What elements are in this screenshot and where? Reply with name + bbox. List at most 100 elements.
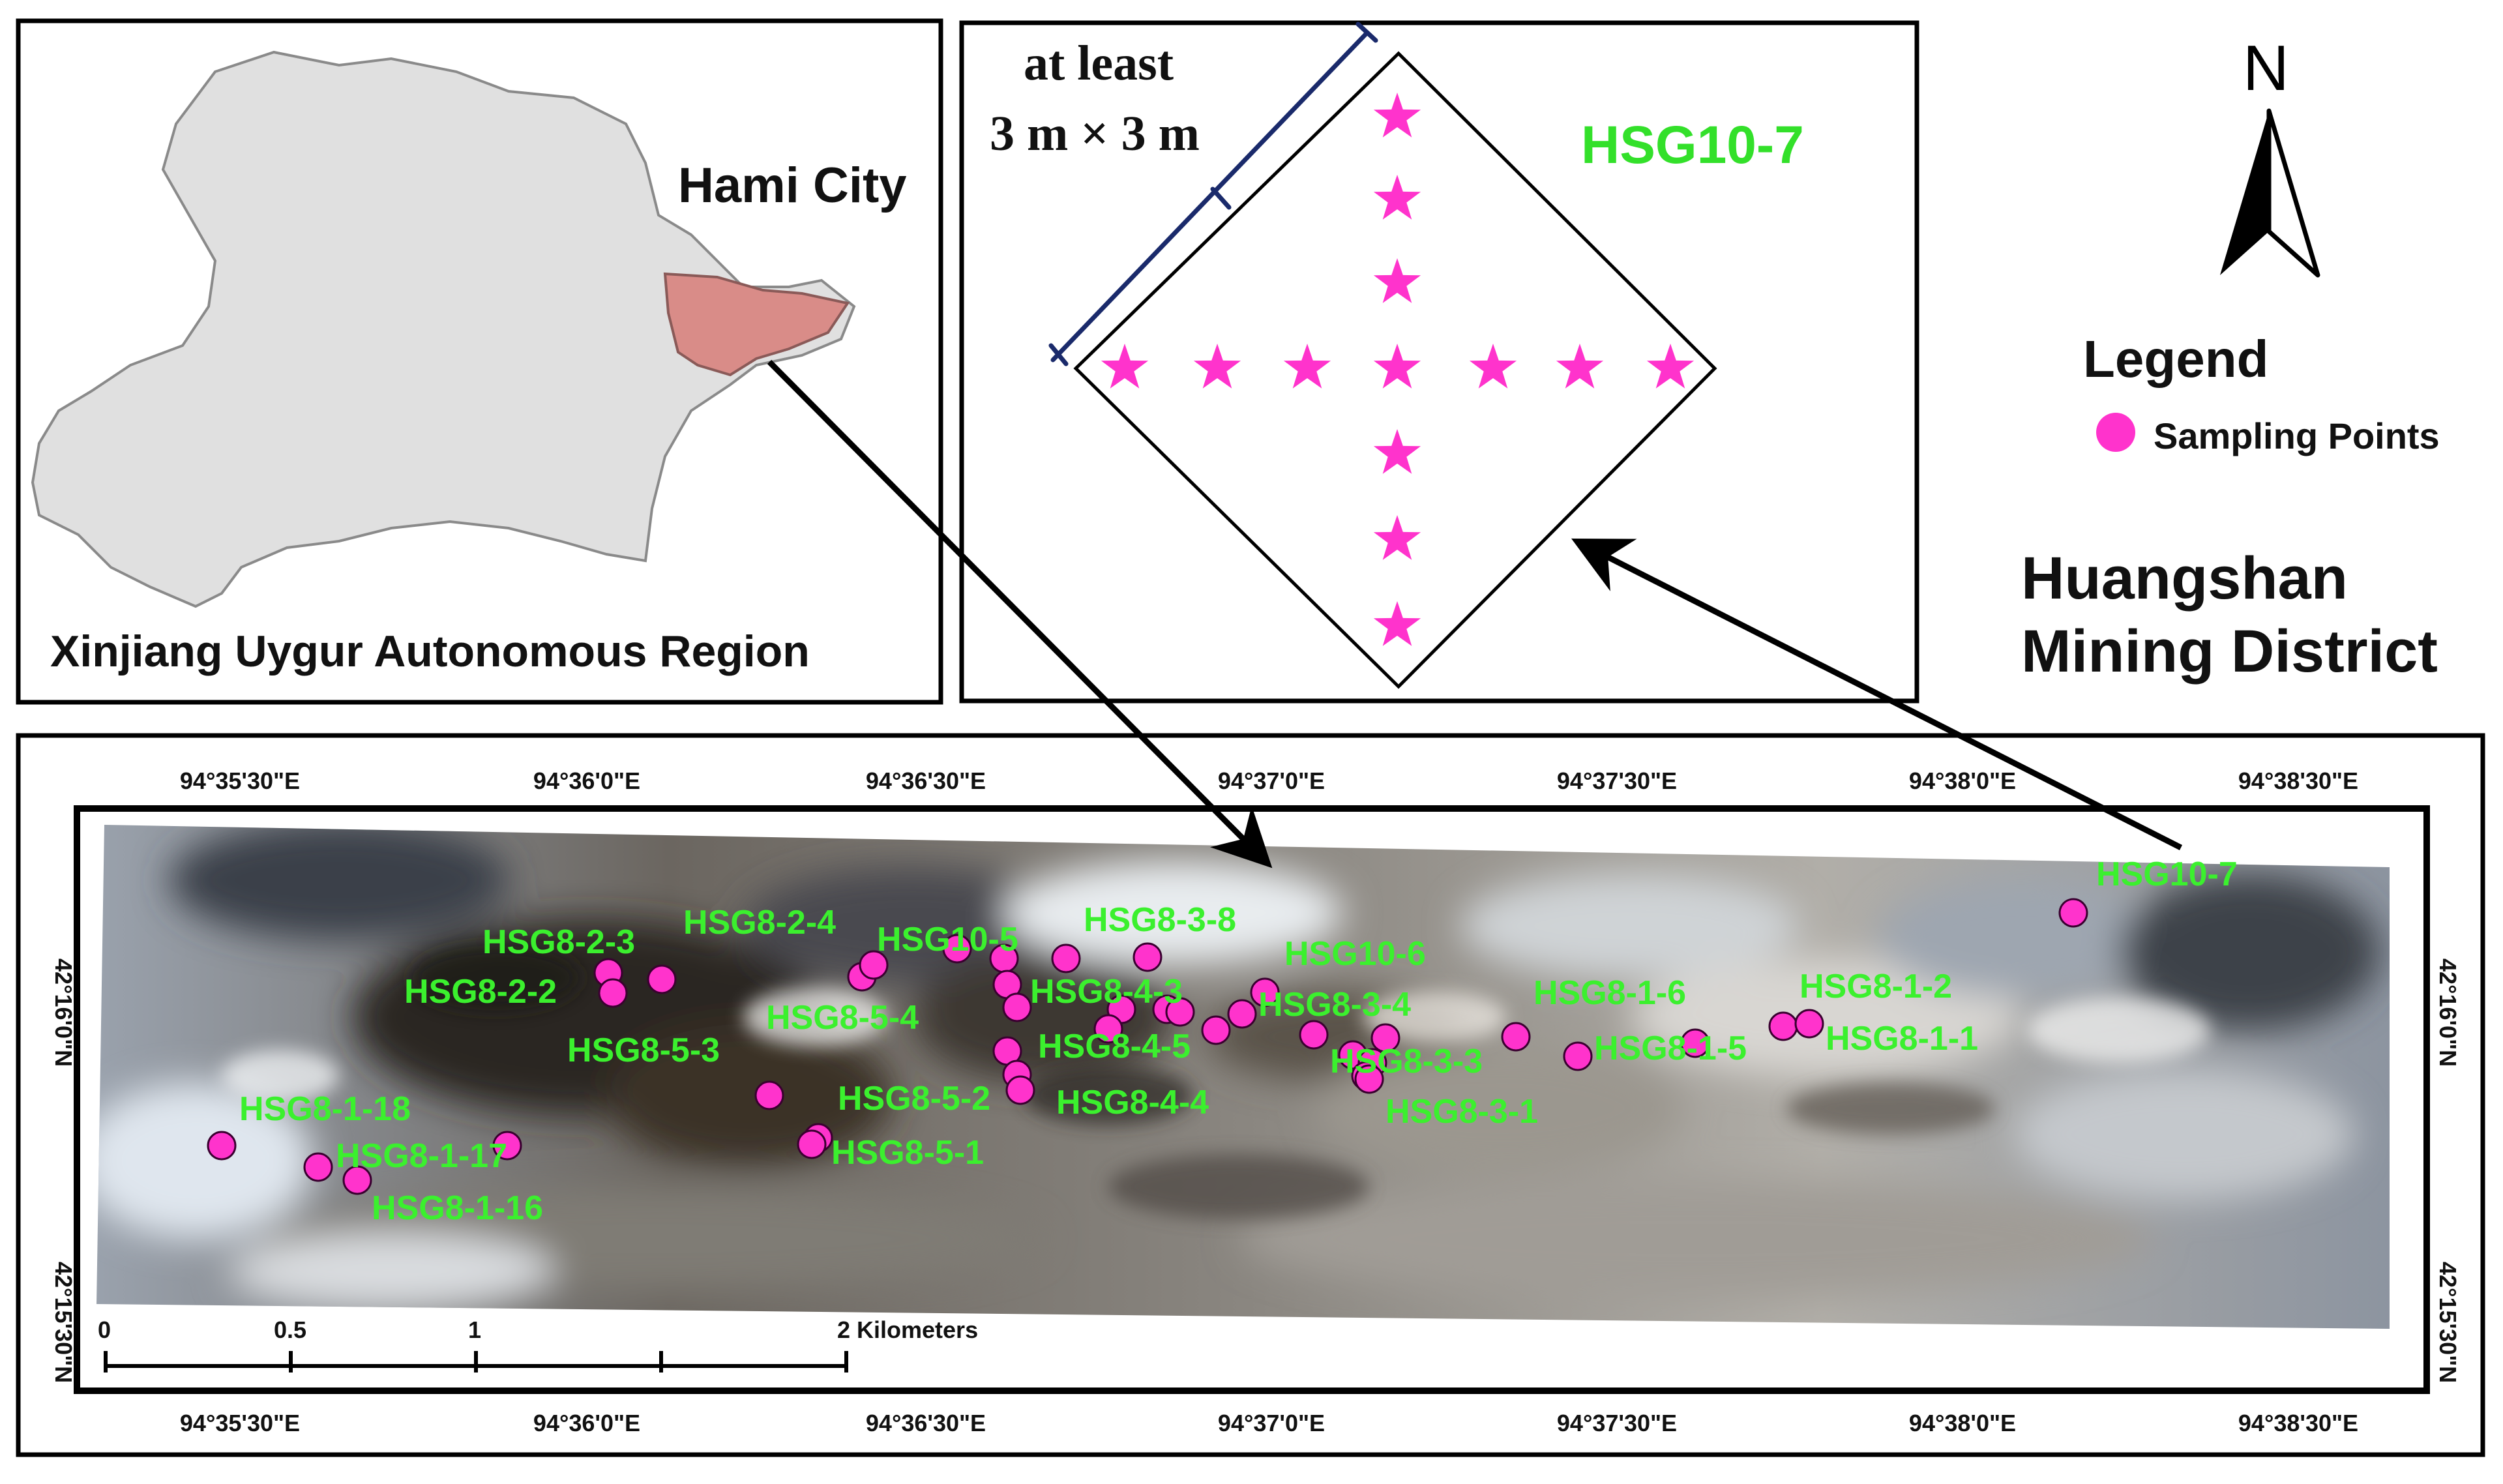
sampling-point-marker[interactable] [1133, 942, 1163, 972]
lat-label-right-lower: 42°15'30"N [2435, 1262, 2461, 1383]
sampling-point-marker[interactable] [1794, 1009, 1824, 1039]
sample-label: HSG8-5-2 [838, 1080, 990, 1118]
connector-arrows [767, 359, 2183, 868]
scale-tick-05: 0.5 [274, 1316, 306, 1343]
sampling-point-marker[interactable] [207, 1131, 237, 1161]
sampling-point-marker[interactable] [303, 1152, 333, 1182]
north-letter: N [2243, 32, 2289, 104]
sampling-point-marker[interactable] [1165, 997, 1195, 1027]
sampling-point-marker[interactable] [2058, 898, 2088, 928]
sample-label: HSG8-3-3 [1330, 1043, 1483, 1080]
sampling-star-icon [1373, 175, 1421, 220]
sample-label: HSG8-1-18 [239, 1090, 411, 1128]
sampling-point-marker[interactable] [1005, 1075, 1035, 1105]
sampling-point-marker[interactable] [598, 978, 628, 1008]
lon-label-top: 94°36'30"E [866, 767, 986, 794]
lon-label-bottom: 94°37'30"E [1557, 1410, 1677, 1436]
district-title-line1: Huangshan [2021, 545, 2348, 612]
legend-title: Legend [2083, 330, 2268, 388]
sampling-point-marker[interactable] [647, 964, 677, 994]
lon-label-top: 94°37'30"E [1557, 767, 1677, 794]
lon-label-bottom: 94°36'0"E [533, 1410, 640, 1436]
sample-label: HSG8-1-5 [1594, 1030, 1747, 1067]
scale-tick-1: 1 [468, 1316, 481, 1343]
sampling-star-icon [1373, 601, 1421, 646]
lat-label-left-upper: 42°16'0"N [50, 958, 77, 1067]
sampling-point-marker[interactable] [1563, 1041, 1593, 1071]
sample-labels-layer: HSG10-7 HSG8-2-4 HSG10-5 HSG8-3-8 HSG10-6 HSG… [239, 855, 2238, 1227]
sampling-star-icon [1556, 344, 1604, 389]
star-layer [1101, 93, 1695, 646]
sampling-star-icon [1193, 344, 1241, 389]
sampling-star-icon [1646, 344, 1695, 389]
sampling-points-layer [207, 898, 2088, 1195]
legend-area: N Legend Sampling Points Huangshan Minin… [2021, 32, 2440, 685]
sampling-point-marker[interactable] [1227, 999, 1257, 1029]
sampling-star-icon [1373, 429, 1421, 474]
sampling-point-marker[interactable] [942, 934, 972, 964]
sample-label: HSG8-2-3 [482, 923, 635, 961]
sampling-point-marker[interactable] [1354, 1064, 1384, 1094]
sample-label: HSG8-4-4 [1056, 1084, 1209, 1121]
sampling-star-icon [1101, 344, 1149, 389]
plot-id-label: HSG10-7 [1581, 115, 1804, 175]
sample-label: HSG8-1-6 [1533, 974, 1686, 1012]
sample-label: HSG8-2-2 [404, 973, 557, 1011]
sampling-point-marker[interactable] [1501, 1022, 1531, 1052]
sample-label: HSG8-5-1 [831, 1134, 984, 1172]
sampling-point-marker[interactable] [342, 1165, 372, 1195]
sample-label: HSG8-2-4 [683, 904, 836, 942]
sample-label: HSG8-1-1 [1826, 1020, 1978, 1058]
sample-label: HSG8-4-5 [1038, 1028, 1191, 1065]
sample-label: HSG8-4-3 [1030, 973, 1183, 1011]
sampling-point-marker[interactable] [1002, 992, 1032, 1022]
sampling-star-icon [1373, 515, 1421, 560]
sample-label: HSG8-3-4 [1258, 986, 1411, 1024]
region-label: Xinjiang Uygur Autonomous Region [50, 627, 810, 676]
sampling-point-marker[interactable] [1093, 1014, 1123, 1044]
sampling-point-marker[interactable] [1201, 1015, 1231, 1045]
sampling-point-marker[interactable] [1370, 1023, 1400, 1053]
lon-label-bottom: 94°36'30"E [866, 1410, 986, 1436]
sampling-star-icon [1373, 344, 1421, 389]
arrow-hami-to-mine [767, 359, 1273, 868]
lon-label-top: 94°35'30"E [180, 767, 300, 794]
legend-sampling-point-icon [2096, 413, 2135, 452]
main-map-panel: 94°35'30"E 94°36'0"E 94°36'30"E 94°37'0"E 94… [16, 733, 2485, 1457]
sample-label: HSG8-3-1 [1385, 1093, 1538, 1131]
lon-label-top: 94°38'0"E [1909, 767, 2016, 794]
scale-bar: 0 0.5 1 2 Kilometers [98, 1316, 978, 1373]
plot-size-bracket [1048, 22, 1378, 366]
sampling-star-icon [1373, 93, 1421, 138]
xinjiang-region-shape [31, 50, 856, 608]
scale-tick-2km: 2 Kilometers [837, 1316, 978, 1343]
sampling-point-marker[interactable] [492, 1131, 522, 1161]
sampling-point-marker[interactable] [1299, 1020, 1329, 1050]
lon-label-top: 94°36'0"E [533, 767, 640, 794]
sample-label: HSG8-1-17 [336, 1137, 507, 1175]
sampling-point-marker[interactable] [797, 1129, 827, 1159]
sampling-point-marker[interactable] [1768, 1011, 1798, 1041]
legend-item-label: Sampling Points [2154, 415, 2440, 456]
lon-label-top: 94°38'30"E [2238, 767, 2358, 794]
sampling-point-marker[interactable] [859, 950, 889, 980]
lat-label-left-lower: 42°15'30"N [50, 1262, 77, 1383]
sampling-point-marker[interactable] [1680, 1028, 1710, 1058]
sampling-point-marker[interactable] [1051, 943, 1081, 973]
sample-label: HSG10-6 [1284, 935, 1426, 973]
north-arrow-icon [2220, 108, 2320, 278]
district-title-line2: Mining District [2021, 618, 2438, 685]
hami-city-shape [663, 272, 850, 377]
scale-tick-0: 0 [98, 1316, 111, 1343]
sampling-point-marker[interactable] [754, 1080, 784, 1110]
lon-label-bottom: 94°37'0"E [1218, 1410, 1325, 1436]
lon-label-bottom: 94°38'30"E [2238, 1410, 2358, 1436]
sampling-star-icon [1469, 344, 1517, 389]
sample-label: HSG8-1-2 [1799, 968, 1952, 1005]
satellite-image [96, 825, 2390, 1329]
lat-label-right-upper: 42°16'0"N [2435, 958, 2461, 1067]
lon-labels-top: 94°35'30"E 94°36'0"E 94°36'30"E 94°37'0"E 94… [180, 767, 2358, 794]
sample-label: HSG8-3-8 [1084, 901, 1236, 939]
sampling-point-marker[interactable] [1250, 977, 1280, 1007]
lon-label-top: 94°37'0"E [1218, 767, 1325, 794]
